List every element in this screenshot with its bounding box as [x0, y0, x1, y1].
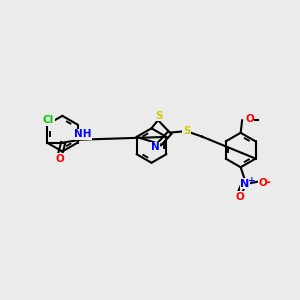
Text: NH: NH [74, 129, 91, 139]
Text: N: N [151, 142, 159, 152]
Text: O: O [236, 192, 244, 202]
Text: O: O [258, 178, 267, 188]
Text: Cl: Cl [43, 115, 54, 125]
Text: S: S [183, 126, 190, 136]
Text: methoxy: methoxy [262, 118, 286, 123]
Text: N: N [241, 178, 250, 189]
Text: +: + [248, 176, 256, 184]
Text: O: O [245, 114, 254, 124]
Text: O: O [55, 154, 64, 164]
Text: -: - [266, 176, 270, 189]
Text: S: S [155, 111, 162, 121]
